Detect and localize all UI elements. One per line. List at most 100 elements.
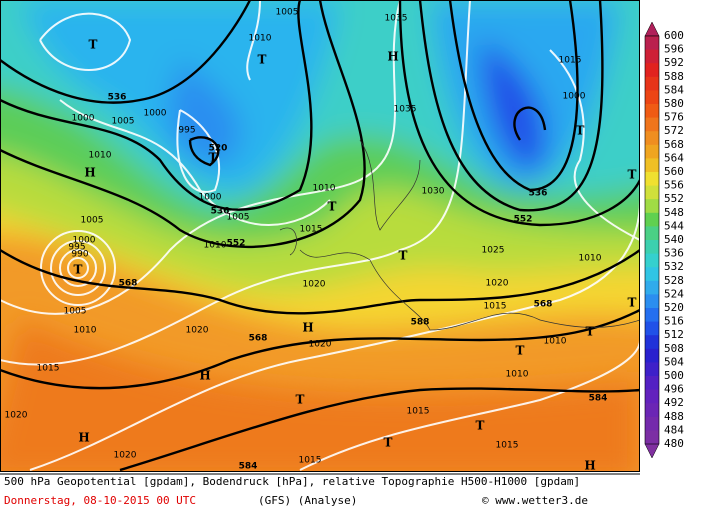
- colorbar-swatch: [645, 226, 659, 241]
- contour-label: 1000: [72, 114, 95, 124]
- colorbar-swatch: [645, 240, 659, 255]
- contour-label: 568: [119, 279, 138, 289]
- pressure-center: H: [199, 369, 210, 383]
- colorbar-swatch: [645, 335, 659, 350]
- colorbar-swatch: [645, 76, 659, 91]
- geopotential-contours: [0, 0, 640, 472]
- contour-label: 1020: [309, 340, 332, 350]
- contour-label: 584: [589, 394, 608, 404]
- pressure-center: T: [476, 419, 485, 433]
- map-field: [0, 0, 640, 472]
- colorbar-swatch: [645, 131, 659, 146]
- colorbar-label: 592: [664, 56, 684, 69]
- colorbar-bottom-arrow: [644, 443, 660, 459]
- contour-label: 584: [239, 462, 258, 472]
- colorbar-label: 504: [664, 355, 684, 368]
- colorbar-label: 480: [664, 437, 684, 450]
- contour-label: 552: [514, 215, 533, 225]
- contour-label: 995: [68, 243, 85, 253]
- contour-label: 1020: [486, 279, 509, 289]
- contour-label: 1010: [89, 151, 112, 161]
- contour-label: 1005: [276, 8, 299, 18]
- footer-description: 500 hPa Geopotential [gpdam], Bodendruck…: [4, 475, 580, 488]
- contour-label: 1000: [144, 109, 167, 119]
- colorbar-frame: [644, 35, 660, 445]
- colorbar-swatch: [645, 144, 659, 159]
- pressure-center: H: [387, 50, 398, 64]
- pressure-center: T: [628, 168, 637, 182]
- contour-label: 1015: [484, 302, 507, 312]
- contour-label: 1010: [249, 34, 272, 44]
- contour-label: 995: [178, 126, 195, 136]
- colorbar-label: 488: [664, 410, 684, 423]
- colorbar-swatch: [645, 362, 659, 377]
- colorbar-label: 524: [664, 287, 684, 300]
- contour-label: 568: [534, 300, 553, 310]
- colorbar-swatch: [645, 199, 659, 214]
- contour-label: 1010: [313, 184, 336, 194]
- colorbar-swatch: [645, 90, 659, 105]
- colorbar-label: 552: [664, 192, 684, 205]
- map-labels: TTT520536536552568568588568552536584584H…: [5, 8, 637, 473]
- colorbar-swatch: [645, 117, 659, 132]
- colorbar-swatch: [645, 308, 659, 323]
- contour-label: 1035: [385, 14, 408, 24]
- contour-label: 568: [249, 334, 268, 344]
- colorbar-label: 588: [664, 70, 684, 83]
- contour-label: 1030: [422, 187, 445, 197]
- colorbar-swatch: [645, 158, 659, 173]
- colorbar-swatch: [645, 376, 659, 391]
- colorbar-swatch: [645, 348, 659, 363]
- colorbar-swatch: [645, 430, 659, 445]
- colorbar-swatch: [645, 389, 659, 404]
- contour-label: 588: [411, 318, 430, 328]
- pressure-center: H: [78, 431, 89, 445]
- pressure-center: T: [74, 263, 83, 277]
- colorbar-swatch: [645, 36, 659, 51]
- contour-label: 1015: [496, 441, 519, 451]
- pressure-center: T: [586, 325, 595, 339]
- map-frame: [0, 0, 640, 472]
- pressure-center: T: [296, 393, 305, 407]
- colorbar-swatch: [645, 403, 659, 418]
- contour-label: 1000: [563, 92, 586, 102]
- footer-credit: © www.wetter3.de: [482, 494, 588, 507]
- contour-label: 1005: [64, 307, 87, 317]
- contour-label: 536: [529, 189, 548, 199]
- contour-label: 1020: [186, 326, 209, 336]
- colorbar-label: 596: [664, 43, 684, 56]
- colorbar-label: 560: [664, 165, 684, 178]
- contour-label: 1010: [74, 326, 97, 336]
- contour-label: 1015: [299, 456, 322, 466]
- colorbar-label: 532: [664, 260, 684, 273]
- footer-model: (GFS) (Analyse): [258, 494, 357, 507]
- colorbar-label: 548: [664, 206, 684, 219]
- contour-label: 1020: [303, 280, 326, 290]
- contour-label: 1035: [394, 105, 417, 115]
- colorbar-swatch: [645, 49, 659, 64]
- colorbar-label: 500: [664, 369, 684, 382]
- colorbar-swatch: [645, 280, 659, 295]
- colorbar-label: 540: [664, 233, 684, 246]
- colorbar-swatch: [645, 253, 659, 268]
- colorbar-label: 576: [664, 111, 684, 124]
- colorbar-swatch: [645, 294, 659, 309]
- pressure-center: T: [628, 296, 637, 310]
- colorbar-label: 508: [664, 342, 684, 355]
- coastlines: [279, 139, 640, 331]
- contour-label: 1010: [579, 254, 602, 264]
- contour-label: 1005: [227, 213, 250, 223]
- pressure-center: H: [84, 166, 95, 180]
- colorbar-label: 536: [664, 247, 684, 260]
- contour-label: 1020: [114, 451, 137, 461]
- colorbar-swatch: [645, 63, 659, 78]
- colorbar-label: 512: [664, 328, 684, 341]
- pressure-center: T: [384, 436, 393, 450]
- colorbar-label: 528: [664, 274, 684, 287]
- contour-label: 1010: [204, 241, 227, 251]
- colorbar-label: 568: [664, 138, 684, 151]
- contour-label: 1020: [5, 411, 28, 421]
- colorbar-label: 516: [664, 315, 684, 328]
- contour-label: 1015: [300, 225, 323, 235]
- contour-label: 536: [108, 93, 127, 103]
